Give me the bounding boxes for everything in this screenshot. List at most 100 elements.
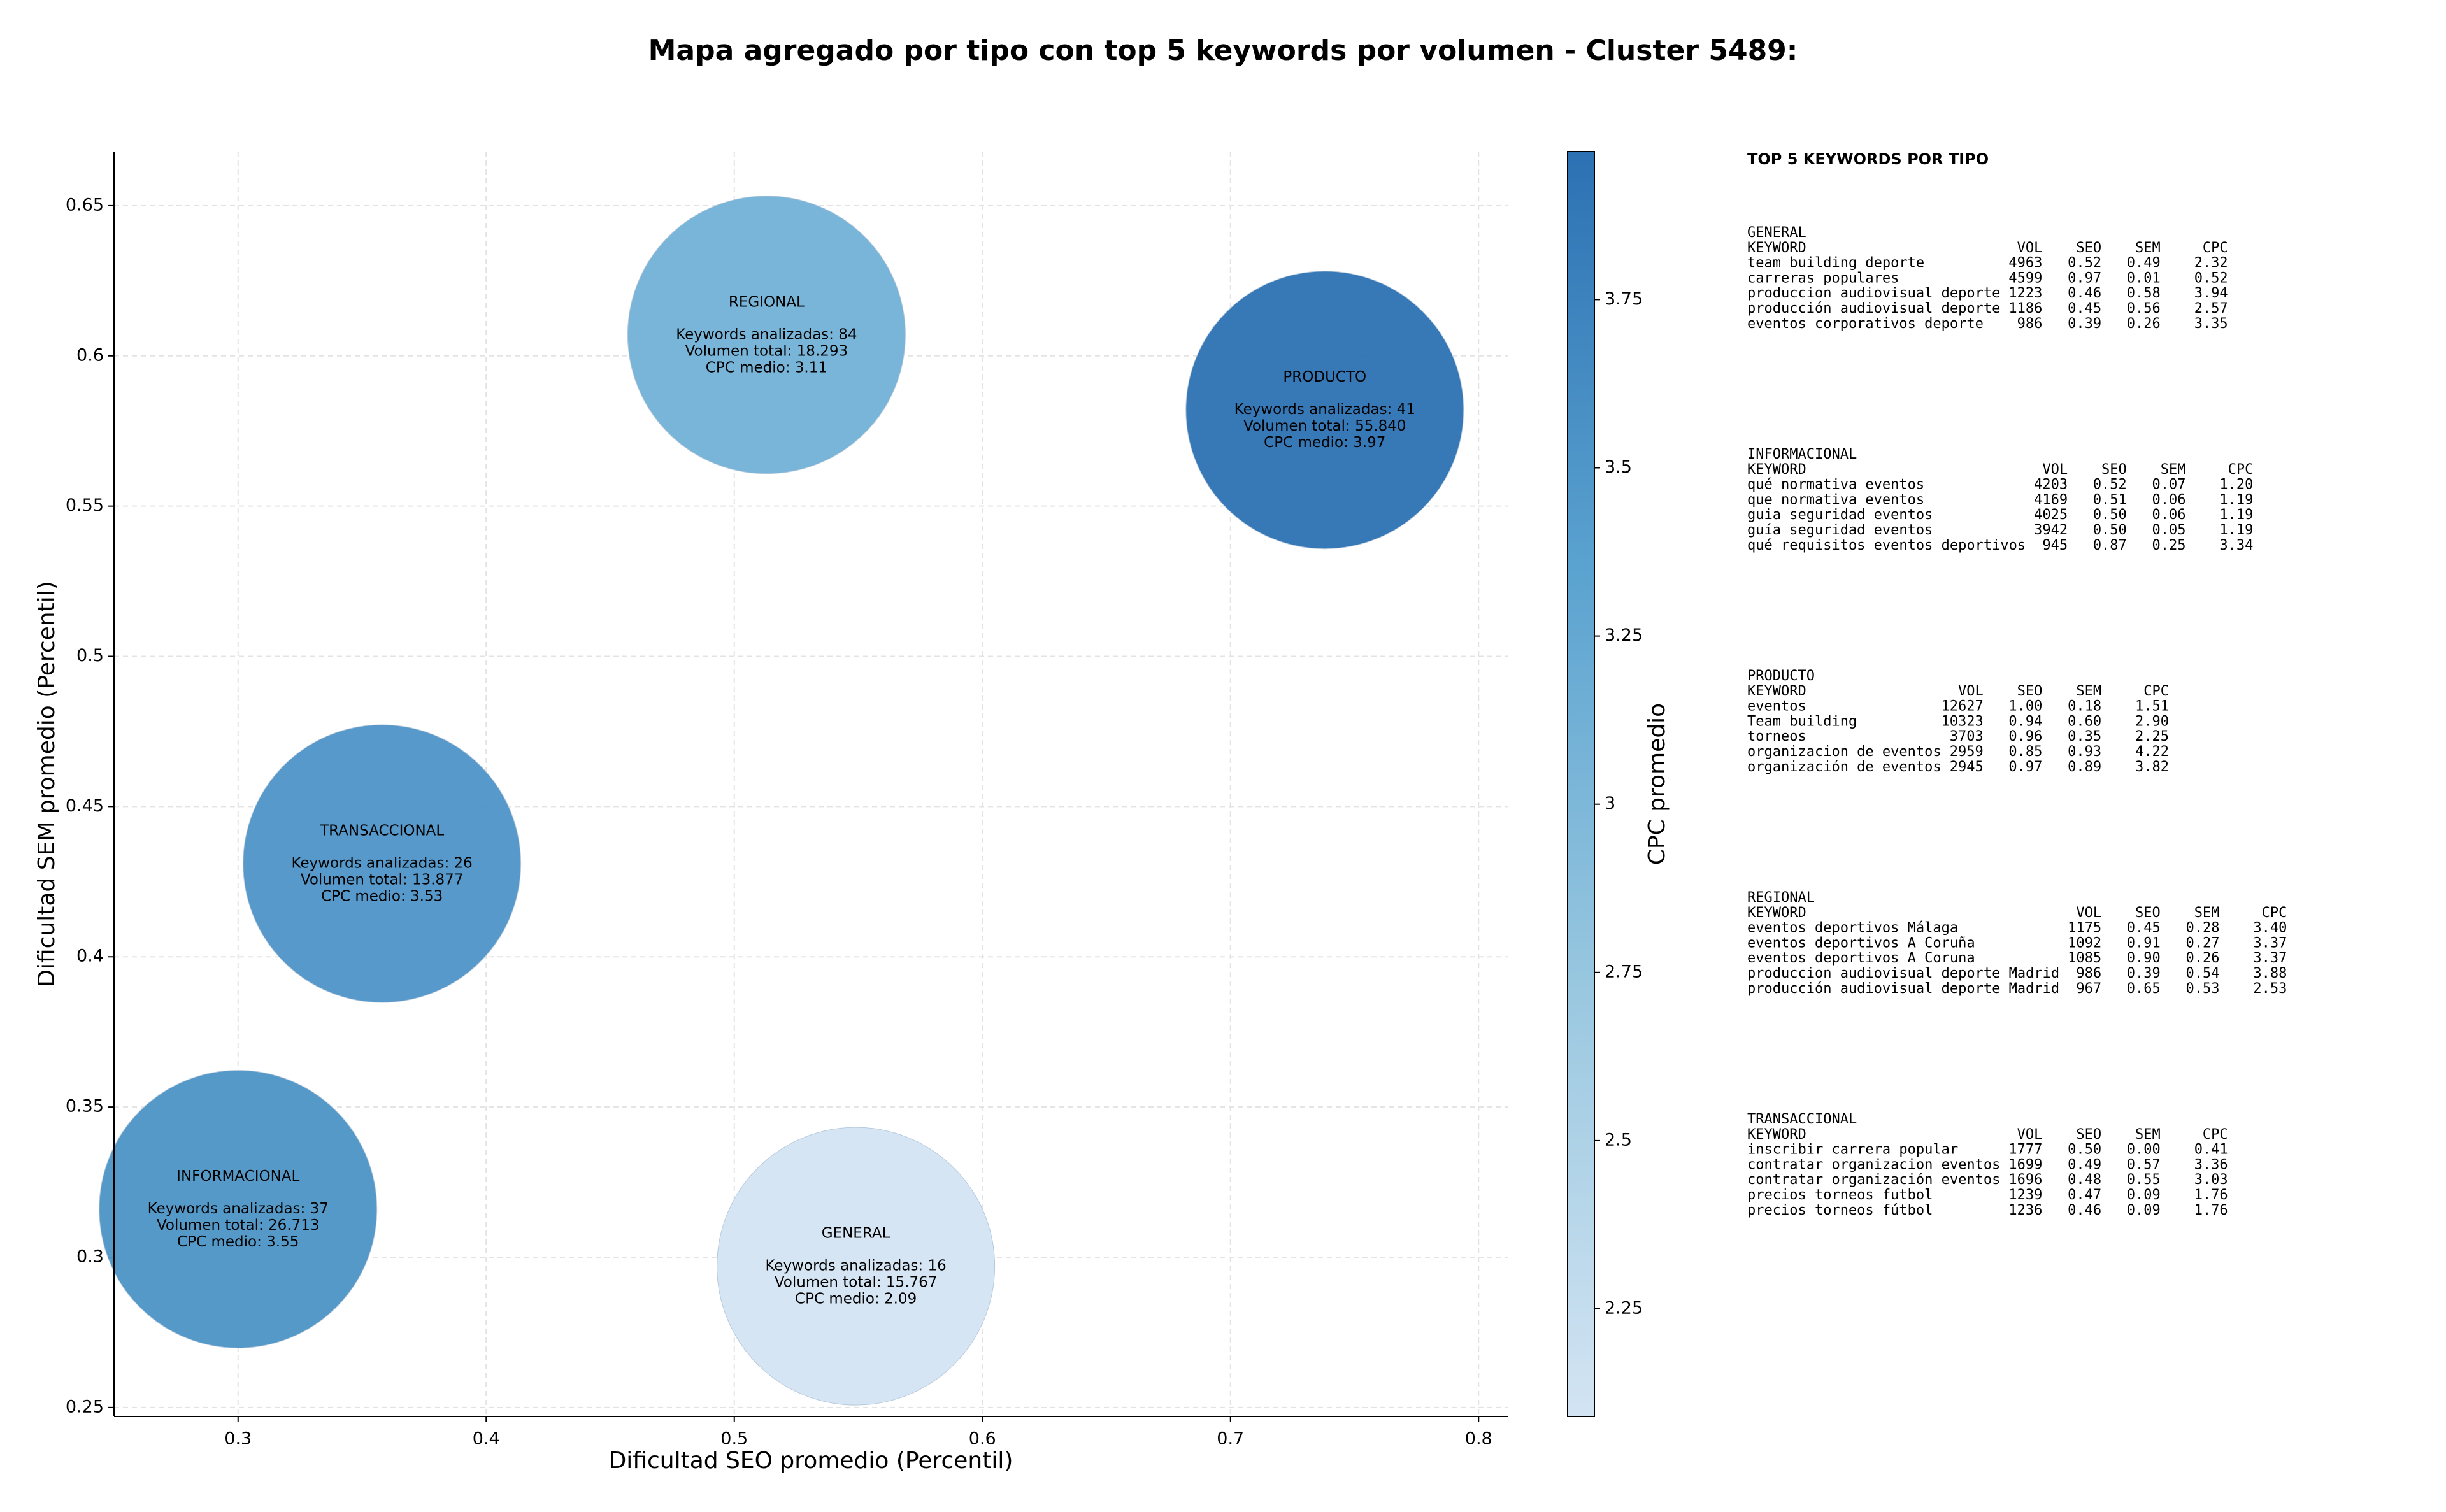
table-cell: 4203: [2034, 477, 2068, 493]
table-cell: 0.90: [2127, 950, 2161, 966]
bubble-annotation: Volumen total: 13.877: [301, 872, 464, 888]
table-cell: 0.49: [2127, 255, 2161, 271]
table-cell: 0.50: [2093, 507, 2127, 523]
bubble-annotation: Volumen total: 15.767: [775, 1274, 938, 1291]
table-cell: eventos deportivos A Coruna: [1747, 950, 1975, 966]
table-header: VOL: [1958, 683, 1984, 699]
table-cell: carreras populares: [1747, 270, 1899, 286]
table-cell: 1186: [2008, 301, 2042, 317]
bubble-label: TRANSACCIONAL: [319, 823, 444, 839]
y-tick-label: 0.45: [66, 796, 104, 816]
table-cell: 2959: [1950, 744, 1984, 760]
table-cell: 1.19: [2219, 492, 2253, 508]
table-cell: 1175: [2068, 920, 2101, 936]
table-header: VOL: [2017, 240, 2043, 256]
table-cell: 4169: [2034, 492, 2068, 508]
table-cell: produccion audiovisual deporte: [1747, 285, 2000, 301]
table-cell: 3.40: [2253, 920, 2287, 936]
table-header: KEYWORD: [1747, 683, 1806, 699]
table-cell: 0.48: [2068, 1172, 2101, 1188]
table-cell: 0.58: [2127, 285, 2161, 301]
table-cell: eventos: [1747, 699, 1806, 715]
y-tick-label: 0.6: [76, 345, 104, 365]
table-header: KEYWORD: [1747, 905, 1806, 921]
table-cell: 0.54: [2185, 966, 2219, 981]
table-cell: 0.35: [2068, 729, 2101, 745]
x-axis-label: Dificultad SEO promedio (Percentil): [609, 1448, 1013, 1474]
bubble: [627, 196, 906, 474]
bubble-annotation: CPC medio: 3.11: [706, 359, 827, 376]
table-cell: 0.39: [2068, 316, 2101, 332]
table-cell: 3942: [2034, 522, 2068, 538]
table-cell: produccion audiovisual deporte Madrid: [1747, 966, 2059, 981]
table-cell: contratar organizacion eventos: [1747, 1157, 2000, 1173]
table-cell: 0.25: [2152, 538, 2185, 553]
table-cell: 0.06: [2152, 507, 2185, 523]
table-header: SEO: [2017, 683, 2043, 699]
table-header: SEO: [2101, 462, 2127, 478]
bubble-annotation: Keywords analizadas: 41: [1234, 401, 1415, 418]
x-tick-label: 0.8: [1465, 1429, 1492, 1449]
table-cell: 0.93: [2068, 744, 2101, 760]
y-tick-label: 0.35: [66, 1097, 104, 1116]
colorbar-tick-label: 2.5: [1605, 1130, 1632, 1150]
table-cell: contratar organización eventos: [1747, 1172, 2000, 1188]
table-cell: 1.51: [2135, 699, 2169, 715]
table-cell: 0.53: [2185, 981, 2219, 997]
table-cell: 0.01: [2127, 270, 2161, 286]
table-cell: 1092: [2068, 935, 2101, 951]
section-name: INFORMACIONAL: [1747, 446, 1857, 462]
table-header: KEYWORD: [1747, 1127, 1806, 1143]
table-header: KEYWORD: [1747, 462, 1806, 478]
bubble-annotation: Volumen total: 26.713: [157, 1217, 320, 1234]
table-cell: 0.00: [2127, 1142, 2161, 1158]
table-cell: 0.27: [2185, 935, 2219, 951]
table-cell: 0.85: [2008, 744, 2042, 760]
bubble: [99, 1070, 378, 1349]
table-header: SEM: [2194, 905, 2220, 921]
colorbar-tick-label: 3: [1605, 794, 1615, 813]
table-cell: 2.53: [2253, 981, 2287, 997]
table-cell: 4963: [2008, 255, 2042, 271]
table-cell: 945: [2042, 538, 2068, 553]
table-cell: 3.34: [2219, 538, 2253, 553]
bubble-annotation: CPC medio: 2.09: [795, 1291, 917, 1308]
table-cell: 0.26: [2127, 316, 2161, 332]
table-cell: 0.55: [2127, 1172, 2161, 1188]
table-cell: 3.88: [2253, 966, 2287, 981]
table-cell: 986: [2076, 966, 2101, 981]
bubble-annotation: CPC medio: 3.97: [1264, 434, 1385, 451]
bubble-annotation: Keywords analizadas: 16: [765, 1258, 946, 1274]
table-cell: que normativa eventos: [1747, 492, 1924, 508]
bubble: [717, 1127, 996, 1406]
bubble-annotation: Keywords analizadas: 26: [292, 855, 473, 872]
table-header: SEO: [2076, 1127, 2101, 1143]
bubble-annotation: Keywords analizadas: 37: [148, 1201, 329, 1217]
table-cell: torneos: [1747, 729, 1806, 745]
table-cell: 3.37: [2253, 935, 2287, 951]
table-cell: 0.28: [2185, 920, 2219, 936]
table-cell: 2.90: [2135, 713, 2169, 729]
table-cell: qué requisitos eventos deportivos: [1747, 538, 2026, 553]
table-header: KEYWORD: [1747, 240, 1806, 256]
table-cell: 0.07: [2152, 477, 2185, 493]
table-cell: 1.20: [2219, 477, 2253, 493]
y-tick-label: 0.5: [76, 646, 104, 666]
table-cell: 2.32: [2194, 255, 2228, 271]
table-cell: inscribir carrera popular: [1747, 1142, 1958, 1158]
table-cell: 0.45: [2127, 920, 2161, 936]
table-cell: 10323: [1941, 713, 1983, 729]
table-cell: 0.94: [2008, 713, 2042, 729]
x-tick-label: 0.6: [969, 1429, 996, 1449]
bubble: [1185, 271, 1464, 550]
y-axis-label: Dificultad SEM promedio (Percentil): [34, 581, 60, 987]
bubble-annotation: CPC medio: 3.53: [321, 888, 443, 905]
table-cell: 3703: [1950, 729, 1984, 745]
table-cell: 1223: [2008, 285, 2042, 301]
table-cell: 2945: [1950, 759, 1984, 775]
table-cell: 3.37: [2253, 950, 2287, 966]
table-cell: 0.05: [2152, 522, 2185, 538]
table-cell: 1.76: [2194, 1202, 2228, 1218]
table-cell: organizacion de eventos: [1747, 744, 1942, 760]
